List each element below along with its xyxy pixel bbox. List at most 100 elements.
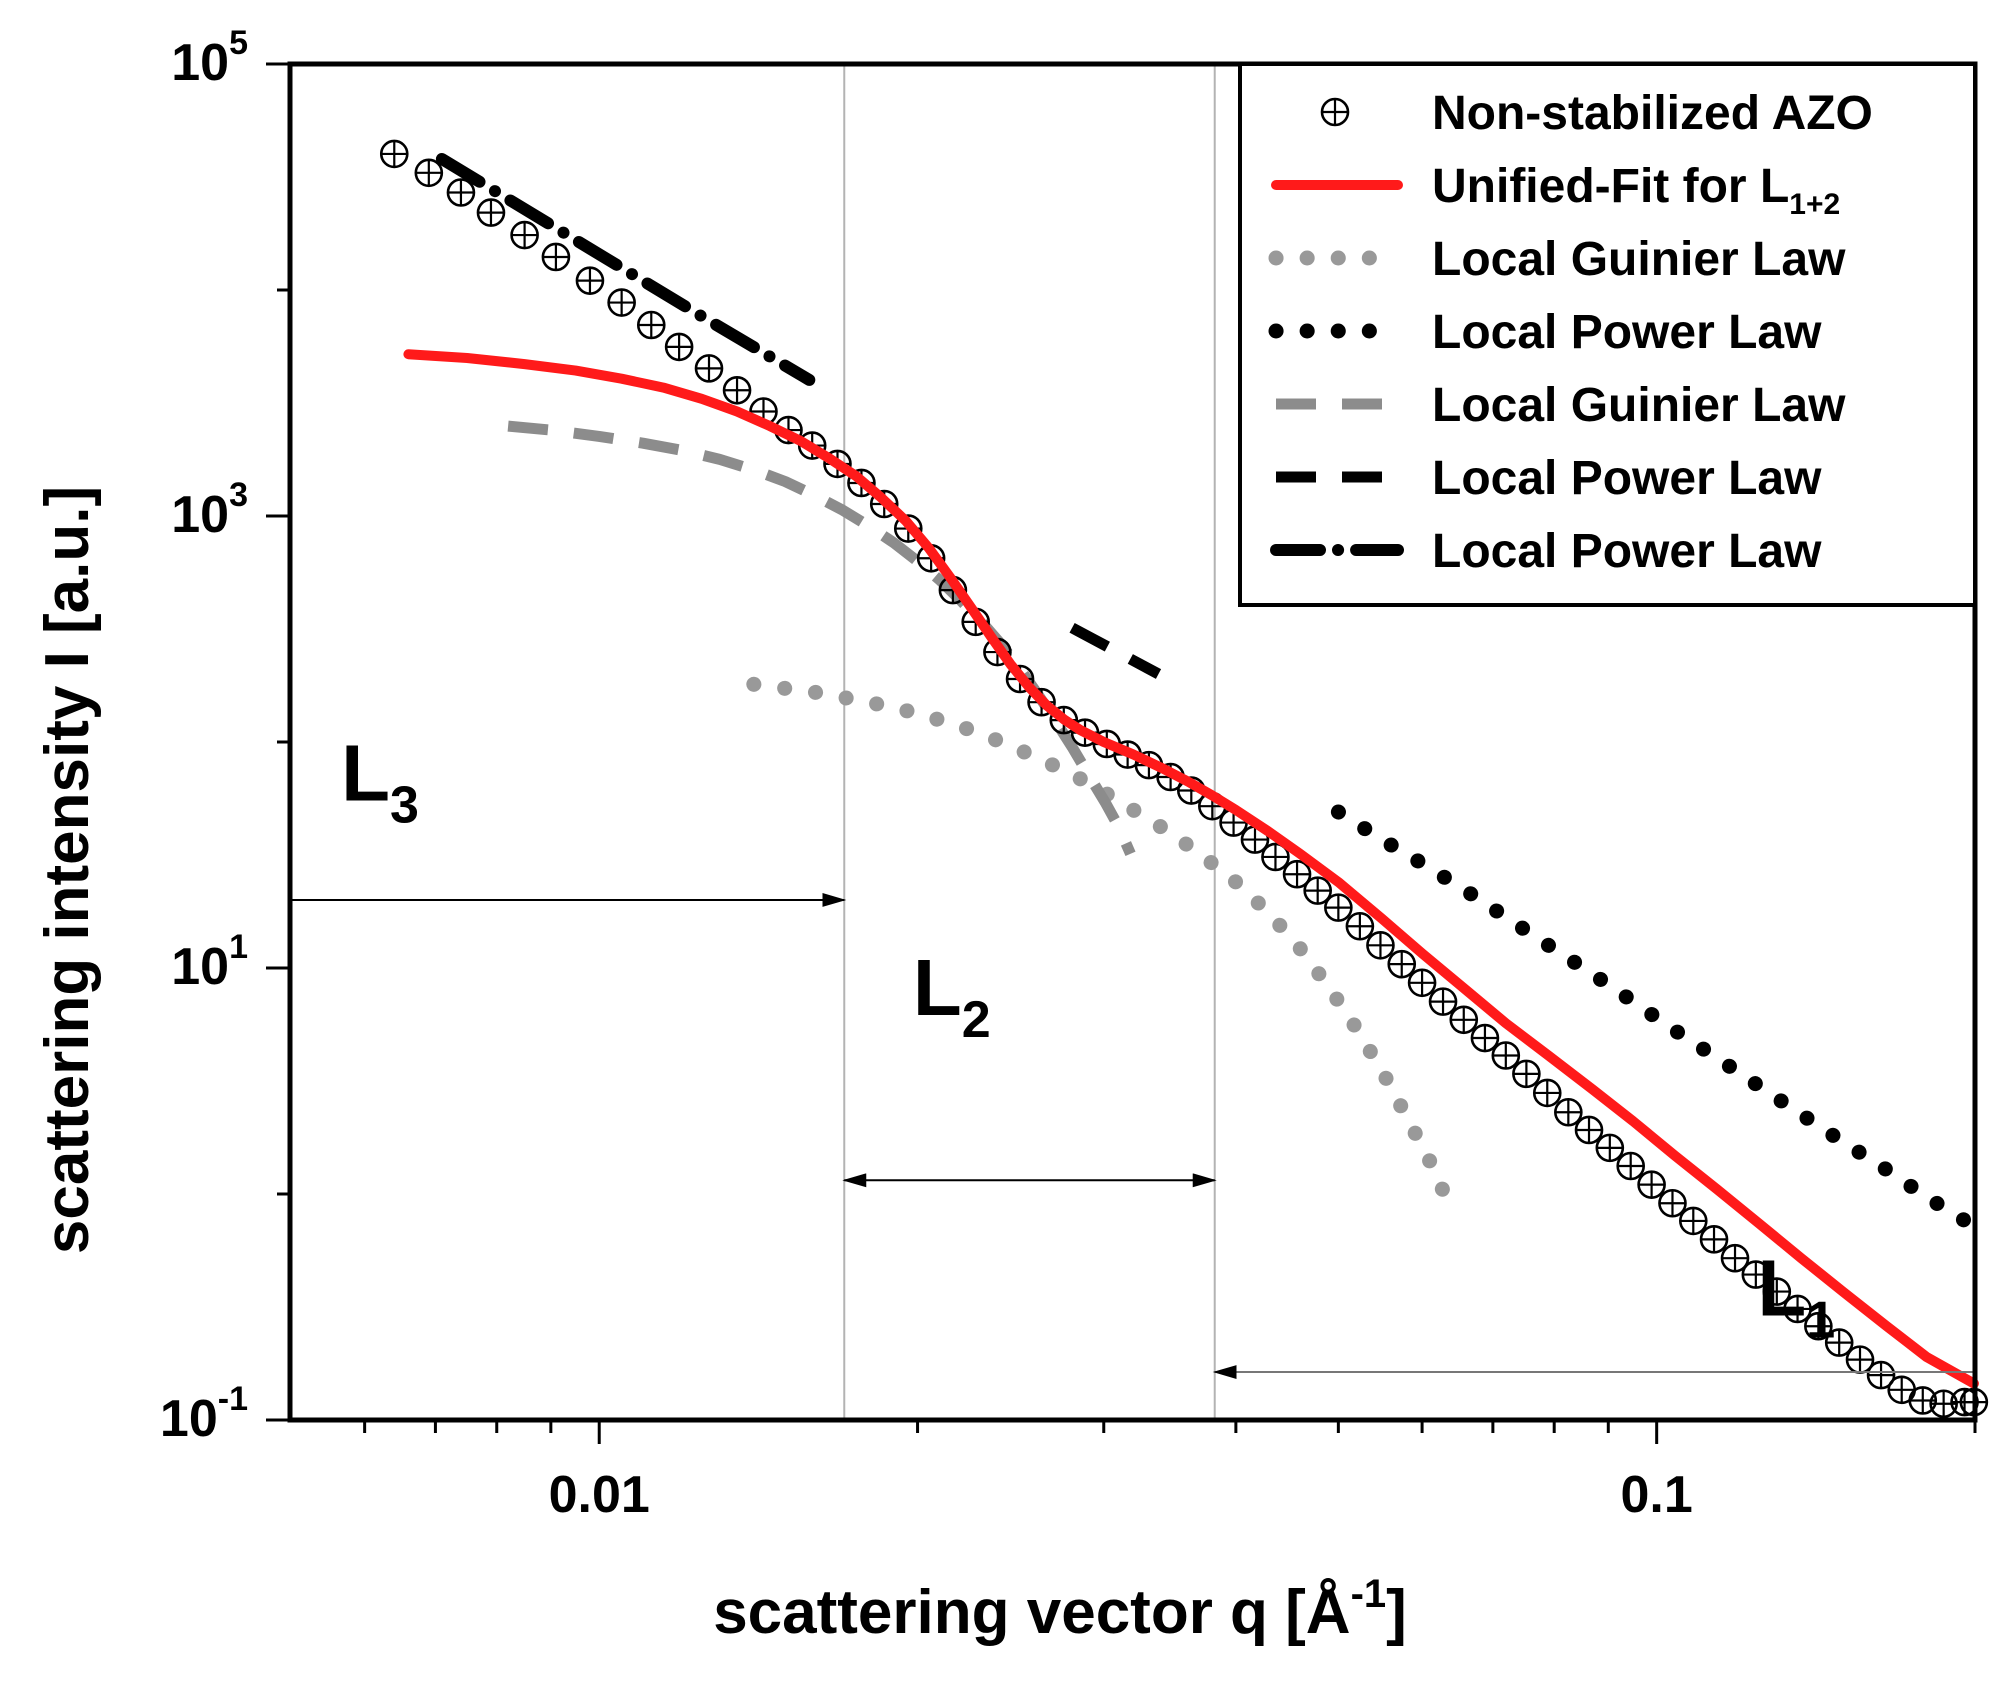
legend-entry-1: Non-stabilized AZO xyxy=(1320,87,1873,140)
legend-entry-2: Unified-Fit for L1+2 xyxy=(1271,160,1840,221)
data-point xyxy=(1929,1389,1958,1419)
legend-label-text: Local Power Law xyxy=(1432,452,1822,505)
y-tick-exponent: 1 xyxy=(229,928,248,966)
data-point xyxy=(664,332,694,362)
region-1: L3 xyxy=(290,729,847,907)
legend-box xyxy=(1238,62,1977,607)
y-tick-base: 10 xyxy=(160,1390,218,1448)
data-point xyxy=(722,375,752,405)
legend-label: Local Power Law xyxy=(1432,452,1822,505)
legend-entry-4: Local Power Law xyxy=(1268,306,1822,359)
legend-label-text: Non-stabilized AZO xyxy=(1432,87,1873,140)
legend-entry-7: Local Power Law xyxy=(1270,525,1822,578)
y-tick-base: 10 xyxy=(171,34,229,92)
y-tick-exponent: -1 xyxy=(218,1380,248,1418)
region-label-main: L xyxy=(341,729,390,818)
data-point xyxy=(636,310,666,340)
data-point xyxy=(1303,876,1332,905)
data-point xyxy=(1324,893,1353,922)
data-point xyxy=(1345,911,1375,941)
series-7 xyxy=(435,153,816,386)
legend-label-text: Local Power Law xyxy=(1432,306,1822,359)
data-point xyxy=(1637,1170,1666,1199)
x-axis-title: scattering vector q [Å-1] xyxy=(713,1572,1407,1647)
x-tick-label: 0.1 xyxy=(1621,1466,1693,1524)
plot-series xyxy=(379,139,1989,1419)
series-line xyxy=(746,676,1460,1218)
region-divider-lines xyxy=(843,64,1216,1420)
data-point xyxy=(1554,1097,1583,1127)
data-point xyxy=(1366,931,1395,960)
data-point xyxy=(1699,1225,1729,1254)
series-5 xyxy=(507,420,1136,857)
y-tick-label: 103 xyxy=(171,476,248,544)
region-label-main: L xyxy=(913,943,962,1032)
data-point xyxy=(1804,1311,1833,1341)
legend-label: Local Guinier Law xyxy=(1432,233,1846,286)
region-label: L1 xyxy=(1757,1243,1835,1349)
x-axis-title-end: ] xyxy=(1386,1578,1407,1647)
data-point xyxy=(510,220,539,250)
data-point xyxy=(1387,949,1417,979)
data-point xyxy=(1532,1078,1562,1108)
y-tick-label: 10-1 xyxy=(160,1380,248,1448)
legend-entry-6: Local Power Law xyxy=(1276,452,1822,505)
legend-label: Non-stabilized AZO xyxy=(1432,87,1873,140)
data-point xyxy=(541,242,571,272)
data-point xyxy=(1824,1328,1854,1357)
data-point xyxy=(575,266,605,295)
data-point xyxy=(1491,1041,1521,1070)
legend-label-text: Local Guinier Law xyxy=(1432,233,1846,286)
x-axis-title-sup: -1 xyxy=(1351,1572,1387,1616)
legend-entry-5: Local Guinier Law xyxy=(1276,379,1846,432)
y-tick-exponent: 3 xyxy=(229,476,248,514)
region-label: L3 xyxy=(341,729,419,835)
series-line xyxy=(1069,622,1162,679)
x-tick-label: 0.01 xyxy=(549,1466,650,1524)
series-3 xyxy=(746,676,1460,1218)
data-point xyxy=(1574,1115,1604,1145)
series-2 xyxy=(403,349,1979,1389)
data-point xyxy=(1282,859,1312,889)
data-point xyxy=(1470,1023,1500,1053)
y-tick-exponent: 5 xyxy=(229,24,248,62)
data-point xyxy=(1428,987,1458,1016)
y-tick-label: 101 xyxy=(171,928,248,996)
data-point xyxy=(1762,1277,1792,1306)
data-point xyxy=(414,158,444,188)
data-point xyxy=(1595,1133,1625,1163)
legend-label-sub: 1+2 xyxy=(1789,188,1840,221)
series-6 xyxy=(1069,622,1162,679)
legend-label-text: Local Power Law xyxy=(1432,525,1822,578)
data-point xyxy=(1741,1260,1771,1289)
data-point xyxy=(1720,1243,1750,1273)
series-4 xyxy=(1330,804,1982,1234)
y-tick-base: 10 xyxy=(171,938,229,996)
legend-label-text: Unified-Fit for L xyxy=(1432,160,1789,213)
data-point xyxy=(1678,1206,1708,1236)
legend-label: Unified-Fit for L1+2 xyxy=(1432,160,1840,221)
data-point xyxy=(1658,1188,1687,1218)
region-label-sub: 1 xyxy=(1806,1291,1835,1349)
region-label: L2 xyxy=(913,943,991,1049)
region-2: L2 xyxy=(842,943,1217,1188)
region-3: L1 xyxy=(1212,1243,1975,1380)
data-point xyxy=(446,178,476,207)
y-tick-label: 105 xyxy=(171,24,248,92)
data-point xyxy=(1407,968,1437,998)
legend-label: Local Power Law xyxy=(1432,306,1822,359)
legend-label-text: Local Guinier Law xyxy=(1432,379,1846,432)
x-axis-title-main: scattering vector q [Å xyxy=(713,1578,1350,1647)
region-label-sub: 2 xyxy=(962,991,991,1049)
series-line xyxy=(403,349,1979,1389)
data-point xyxy=(476,198,506,227)
legend-label: Local Guinier Law xyxy=(1432,379,1846,432)
data-point xyxy=(1261,842,1290,872)
y-axis-title: scattering intensity I [a.u.] xyxy=(33,486,102,1254)
legend-label: Local Power Law xyxy=(1432,525,1822,578)
data-point xyxy=(379,139,409,169)
data-point xyxy=(1449,1005,1479,1035)
